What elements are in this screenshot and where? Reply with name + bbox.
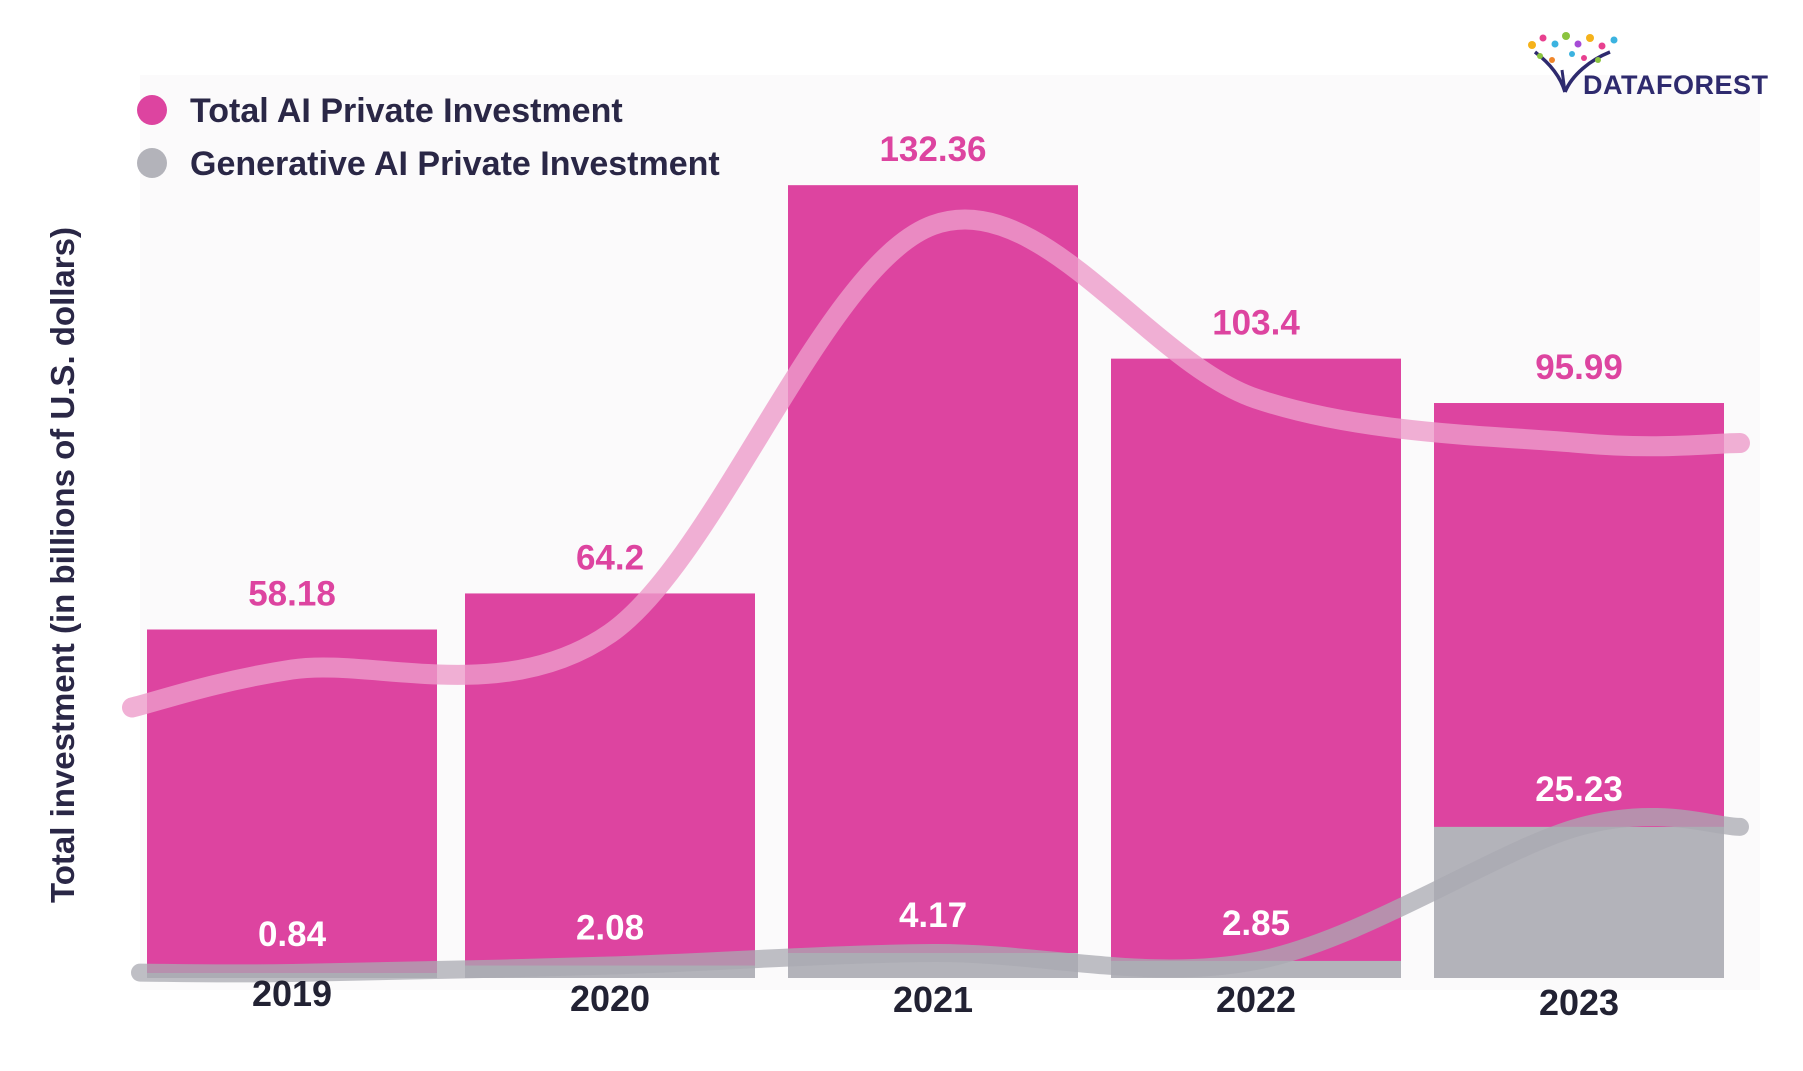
data-label-generative-2019: 0.84 [258,915,327,954]
legend-swatch-total [137,95,167,125]
x-tick-2021: 2021 [893,979,973,1020]
x-tick-2023: 2023 [1539,982,1619,1023]
y-axis-title: Total investment (in billions of U.S. do… [44,227,81,903]
legend-swatch-generative [137,148,167,178]
value-labels: 58.18 0.84 64.2 2.08 132.36 4.17 103.4 2.85 95.9… [248,130,1623,954]
legend: Total AI Private Investment Generative A… [137,92,720,183]
trend-line-generative [131,807,1749,983]
data-label-generative-2020: 2.08 [576,909,644,948]
data-label-total-2021: 132.36 [879,130,986,169]
data-label-total-2022: 103.4 [1212,304,1300,343]
data-label-total-2020: 64.2 [576,538,644,577]
x-tick-2019: 2019 [252,973,332,1014]
trend-line-total [122,209,1750,718]
data-label-total-2019: 58.18 [248,575,336,614]
data-label-generative-2022: 2.85 [1222,904,1290,943]
legend-label-total: Total AI Private Investment [190,92,623,130]
bar-total-2020 [465,593,755,978]
bar-generative-2023 [1434,826,1724,978]
data-label-total-2023: 95.99 [1535,348,1623,387]
total-bars [147,185,1724,979]
trend-lines [122,209,1750,983]
x-tick-2020: 2020 [570,978,650,1019]
data-label-generative-2021: 4.17 [899,896,967,935]
logo-text: DATAFOREST [1583,70,1768,100]
x-tick-2022: 2022 [1216,979,1296,1020]
bar-total-2022 [1111,358,1401,978]
bar-total-2021 [788,185,1078,979]
data-label-generative-2023: 25.23 [1535,770,1623,809]
legend-label-generative: Generative AI Private Investment [190,145,720,183]
x-axis-ticks: 2019 2020 2021 2022 2023 [252,973,1619,1023]
tree-icon [1528,32,1618,93]
dataforest-logo: DATAFOREST [1528,32,1768,100]
